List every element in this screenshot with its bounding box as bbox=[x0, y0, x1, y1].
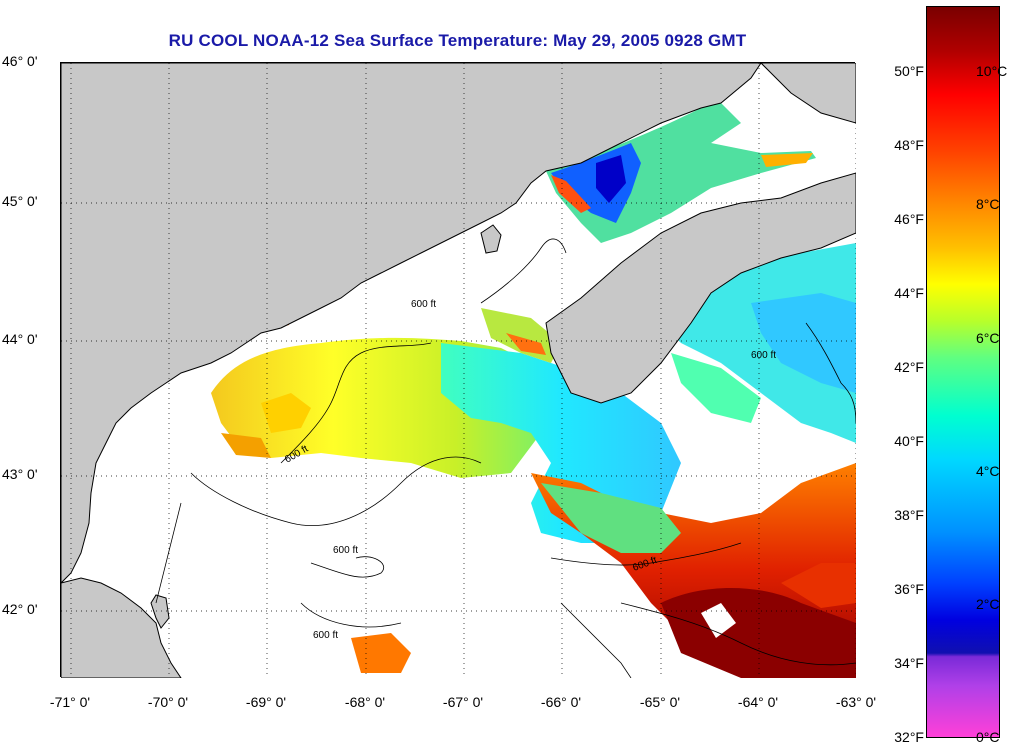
colorbar-c-label: 0°C bbox=[976, 729, 1000, 745]
colorbar-c-label: 2°C bbox=[976, 596, 1000, 612]
lat-label-46: 46° 0' bbox=[2, 53, 38, 69]
colorbar-c-label: 4°C bbox=[976, 463, 1000, 479]
colorbar-c-label: 8°C bbox=[976, 196, 1000, 212]
colorbar-f-label: 36°F bbox=[894, 581, 924, 597]
colorbar-c-label: 10°C bbox=[976, 63, 1008, 79]
map-title: RU COOL NOAA-12 Sea Surface Temperature:… bbox=[168, 31, 747, 50]
lon-label-65: -65° 0' bbox=[639, 694, 681, 710]
land bbox=[61, 63, 856, 678]
colorbar-f-label: 40°F bbox=[894, 433, 924, 449]
sst-map-canvas: 600 ft 600 ft 600 ft 600 ft 600 ft 600 f… bbox=[61, 63, 856, 678]
contour-label: 600 ft bbox=[751, 350, 776, 361]
colorbar-f-label: 38°F bbox=[894, 507, 924, 523]
colorbar-f-label: 34°F bbox=[894, 655, 924, 671]
lat-label-44: 44° 0' bbox=[2, 331, 38, 347]
contour-label: 600 ft bbox=[313, 630, 338, 641]
colorbar-f-label: 42°F bbox=[894, 359, 924, 375]
contour-lines bbox=[155, 238, 856, 678]
contour-label: 600 ft bbox=[411, 299, 436, 310]
lon-label-66: -66° 0' bbox=[540, 694, 582, 710]
lat-label-42: 42° 0' bbox=[2, 601, 38, 617]
colorbar-f-label: 48°F bbox=[894, 137, 924, 153]
contour-label: 600 ft bbox=[333, 545, 358, 556]
colorbar-f-label: 44°F bbox=[894, 285, 924, 301]
lat-label-45: 45° 0' bbox=[2, 193, 38, 209]
colorbar-f-label: 46°F bbox=[894, 211, 924, 227]
lon-label-69: -69° 0' bbox=[245, 694, 287, 710]
lon-label-68: -68° 0' bbox=[344, 694, 386, 710]
colorbar-f-label: 32°F bbox=[894, 729, 924, 745]
colorbar-c-label: 6°C bbox=[976, 330, 1000, 346]
sst-map: 600 ft 600 ft 600 ft 600 ft 600 ft 600 f… bbox=[60, 62, 856, 678]
lon-label-63: -63° 0' bbox=[835, 694, 877, 710]
lon-label-67: -67° 0' bbox=[442, 694, 484, 710]
colorbar-f-label: 50°F bbox=[894, 63, 924, 79]
temperature-colorbar bbox=[926, 6, 1000, 738]
lon-label-64: -64° 0' bbox=[737, 694, 779, 710]
lon-label-71: -71° 0' bbox=[49, 694, 91, 710]
lon-label-70: -70° 0' bbox=[147, 694, 189, 710]
lat-label-43: 43° 0' bbox=[2, 466, 38, 482]
